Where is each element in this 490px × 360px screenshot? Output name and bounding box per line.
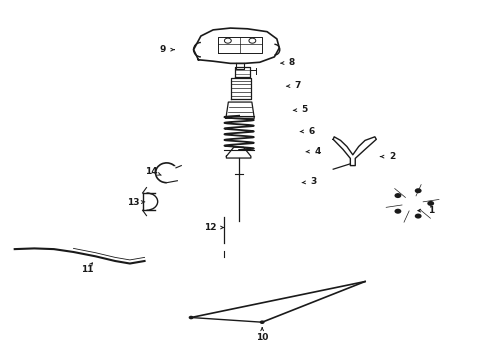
Circle shape <box>402 195 423 211</box>
Ellipse shape <box>226 116 254 121</box>
Text: 4: 4 <box>314 147 321 156</box>
Circle shape <box>348 166 358 173</box>
Circle shape <box>256 318 268 327</box>
Circle shape <box>185 313 197 322</box>
Circle shape <box>427 201 434 206</box>
Text: 7: 7 <box>294 81 301 90</box>
Text: 14: 14 <box>145 166 157 175</box>
Circle shape <box>396 179 405 186</box>
Text: 11: 11 <box>81 265 94 274</box>
Circle shape <box>386 184 440 223</box>
Circle shape <box>218 208 230 217</box>
Text: 2: 2 <box>389 152 395 161</box>
Text: 3: 3 <box>311 177 317 186</box>
Text: 10: 10 <box>256 333 269 342</box>
Circle shape <box>394 209 401 214</box>
Circle shape <box>415 188 421 193</box>
Ellipse shape <box>219 245 229 251</box>
Circle shape <box>380 209 389 216</box>
Circle shape <box>359 277 371 286</box>
Ellipse shape <box>235 65 250 68</box>
Text: 12: 12 <box>204 223 217 232</box>
Ellipse shape <box>231 76 251 80</box>
Text: 1: 1 <box>428 206 434 215</box>
Ellipse shape <box>231 96 251 101</box>
Text: 8: 8 <box>289 58 295 67</box>
Text: 6: 6 <box>309 126 315 135</box>
Text: 9: 9 <box>159 45 166 54</box>
Circle shape <box>189 316 194 319</box>
Ellipse shape <box>227 100 253 104</box>
Circle shape <box>232 217 245 226</box>
Circle shape <box>142 198 153 206</box>
Text: 13: 13 <box>127 198 140 207</box>
Circle shape <box>260 320 265 324</box>
Circle shape <box>172 167 179 172</box>
Circle shape <box>437 191 445 198</box>
Circle shape <box>394 193 401 198</box>
Ellipse shape <box>219 256 229 261</box>
Text: 5: 5 <box>302 105 308 114</box>
Circle shape <box>415 213 421 219</box>
Circle shape <box>420 221 429 228</box>
